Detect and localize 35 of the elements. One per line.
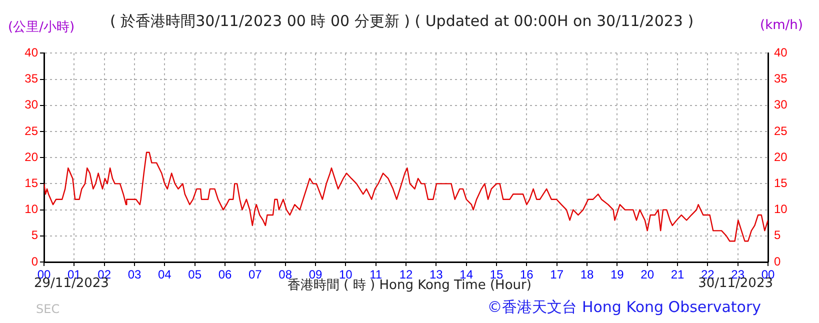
x-tick-label: 12 <box>399 268 413 282</box>
y-tick-label: 5 <box>31 228 38 242</box>
x-tick-label: 17 <box>550 268 564 282</box>
chart-title: ( 於香港時間30/11/2023 00 時 00 分更新 ) ( Updated at 00:00H on 30/11/2023 ) <box>110 12 694 31</box>
x-tick-label: 18 <box>580 268 594 282</box>
text: SEC <box>36 302 60 316</box>
y-tick-label: 35 <box>24 72 38 86</box>
y-tick-label: 15 <box>24 176 38 190</box>
y-tick-label: 30 <box>24 98 38 112</box>
y2-tick-label: 40 <box>774 46 788 60</box>
y2-tick-label: 10 <box>774 202 788 216</box>
y2-tick-label: 0 <box>774 254 781 268</box>
text: ©香港天文台 Hong Kong Observatory <box>487 298 761 317</box>
x-tick-label: 20 <box>640 268 654 282</box>
y2-tick-label: 30 <box>774 98 788 112</box>
y-tick-label: 40 <box>24 46 38 60</box>
y-tick-label: 25 <box>24 124 38 138</box>
x-tick-label: 21 <box>670 268 684 282</box>
x-tick-label: 13 <box>429 268 444 282</box>
y2-tick-label: 25 <box>774 124 788 138</box>
x-tick-label: 07 <box>248 268 262 282</box>
y2-tick-label: 15 <box>774 176 788 190</box>
x-tick-label: 04 <box>158 268 172 282</box>
x-tick-label: 03 <box>128 268 142 282</box>
y2-tick-label: 5 <box>774 228 781 242</box>
x-tick-label: 05 <box>188 268 202 282</box>
y-tick-label: 20 <box>24 150 38 164</box>
x-tick-label: 19 <box>610 268 624 282</box>
y2-tick-label: 35 <box>774 72 788 86</box>
x-tick-label: 06 <box>218 268 232 282</box>
y-axis-title: (公里/小時) <box>8 19 75 36</box>
y-tick-label: 0 <box>31 254 38 268</box>
y2-axis-title: (km/h) <box>760 18 803 33</box>
y2-tick-label: 20 <box>774 150 788 164</box>
y-tick-label: 10 <box>24 202 38 216</box>
